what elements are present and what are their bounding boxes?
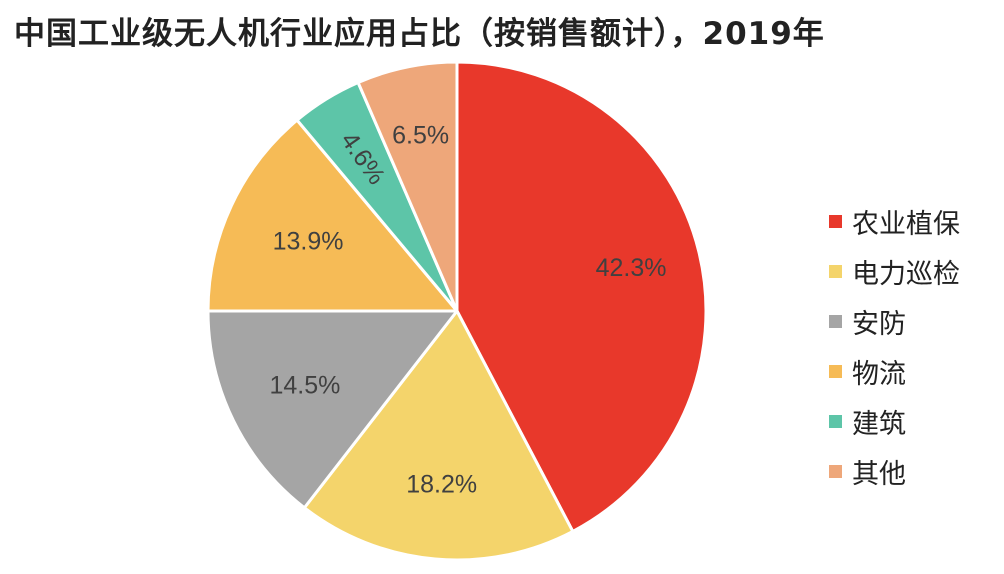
slice-data-label: 42.3% [596,254,667,282]
legend-label: 物流 [852,358,906,390]
legend-label: 农业植保 [852,208,960,240]
legend-item: 建筑 [829,396,960,446]
pie-slice-2 [302,309,575,562]
slice-data-label: 6.5% [392,121,449,149]
legend: 农业植保电力巡检安防物流建筑其他 [829,196,960,496]
legend-item: 安防 [829,296,960,346]
legend-swatch [829,464,842,478]
chart-title: 中国工业级无人机行业应用占比（按销售额计），2019年 [14,16,825,52]
legend-item: 物流 [829,346,960,396]
legend-swatch [829,414,842,428]
legend-item: 其他 [829,446,960,496]
legend-label: 其他 [852,458,906,490]
legend-label: 建筑 [852,408,906,440]
legend-swatch [829,214,842,228]
legend-label: 安防 [852,308,906,340]
pie-slice-3 [206,309,459,510]
legend-swatch [829,364,842,378]
legend-swatch [829,314,842,328]
slice-data-label: 13.9% [273,227,344,255]
slice-data-label: 18.2% [406,471,477,499]
slice-data-label: 14.5% [270,371,341,399]
legend-item: 农业植保 [829,196,960,246]
pie-slices [206,60,708,562]
legend-swatch [829,264,842,278]
legend-item: 电力巡检 [829,246,960,296]
pie-slice-6 [356,60,459,313]
pie-slice-1 [455,60,708,533]
legend-label: 电力巡检 [852,258,960,290]
pie-slice-4 [206,118,459,313]
